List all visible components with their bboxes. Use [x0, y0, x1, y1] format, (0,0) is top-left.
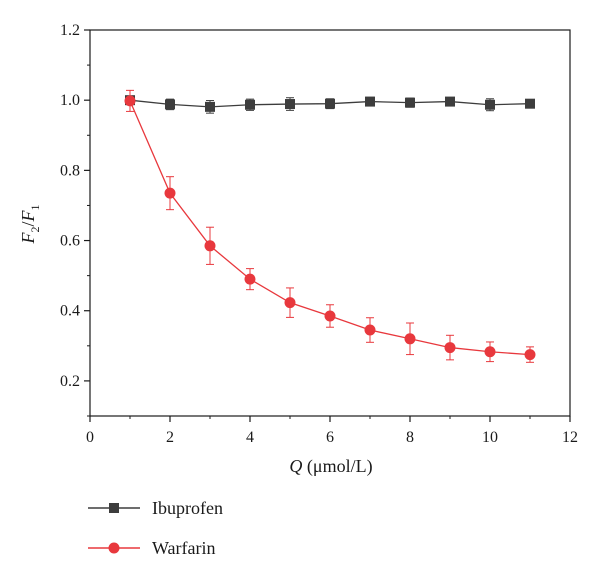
y-axis-title: F2/F1 — [18, 204, 42, 244]
legend-label-warfarin: Warfarin — [152, 537, 216, 558]
data-point-warfarin — [324, 310, 336, 322]
y-axis-title-num-sub: 2 — [28, 227, 42, 233]
data-point-warfarin — [204, 240, 216, 252]
y-tick-label: 1.0 — [60, 92, 80, 109]
legend-swatch-warfarin — [88, 542, 140, 554]
x-tick-label: 4 — [246, 429, 254, 446]
series-layer — [124, 89, 536, 363]
data-point-ibuprofen — [405, 97, 415, 108]
x-tick-label: 10 — [482, 429, 498, 446]
data-point-ibuprofen — [205, 101, 215, 112]
y-tick-label: 0.6 — [60, 233, 80, 250]
x-tick-label: 12 — [562, 429, 578, 446]
data-point-warfarin — [364, 324, 376, 336]
data-point-warfarin — [124, 95, 136, 107]
x-tick-label: 2 — [166, 429, 174, 446]
y-tick-label: 1.2 — [60, 22, 80, 39]
y-tick-label: 0.8 — [60, 162, 80, 179]
data-point-ibuprofen — [165, 99, 175, 110]
x-axis-title-var: Q — [289, 456, 302, 476]
x-axis-title: Q (μmol/L) — [289, 456, 372, 477]
x-tick-label: 0 — [86, 429, 94, 446]
data-point-warfarin — [484, 346, 496, 358]
y-tick-label: 0.4 — [60, 303, 80, 320]
x-tick-label: 6 — [326, 429, 334, 446]
data-point-ibuprofen — [445, 96, 455, 107]
data-point-warfarin — [524, 349, 536, 361]
data-point-ibuprofen — [485, 99, 495, 110]
data-point-ibuprofen — [245, 99, 255, 110]
legend-swatch-ibuprofen — [88, 503, 140, 513]
x-tick-label: 8 — [406, 429, 414, 446]
data-point-warfarin — [284, 297, 296, 309]
data-point-ibuprofen — [285, 99, 295, 110]
plot-frame — [89, 29, 571, 417]
y-axis-title-den: F — [18, 209, 38, 222]
data-point-ibuprofen — [365, 96, 375, 107]
series-warfarin — [124, 89, 536, 363]
legend-item-ibuprofen: Ibuprofen — [88, 488, 223, 528]
series-ibuprofen — [125, 95, 535, 114]
y-axis-title-num: F — [18, 232, 38, 245]
data-point-warfarin — [404, 333, 416, 345]
chart: 0 2 4 6 8 10 120.20.40.60.81.01.2 Q (μmol/L) F… — [18, 22, 578, 477]
axes: 0 2 4 6 8 10 12 0.2 0.4 0.6 0.8 1.0 1.2 — [60, 22, 578, 446]
data-point-ibuprofen — [325, 98, 335, 109]
data-point-warfarin — [164, 187, 176, 199]
data-point-warfarin — [244, 273, 256, 285]
legend: Ibuprofen Warfarin — [88, 488, 223, 568]
data-point-warfarin — [444, 342, 456, 354]
legend-label-ibuprofen: Ibuprofen — [152, 497, 223, 518]
y-axis-title-den-sub: 1 — [28, 204, 42, 210]
legend-item-warfarin: Warfarin — [88, 528, 223, 568]
y-tick-label: 0.2 — [60, 373, 80, 390]
x-axis-title-unit: (μmol/L) — [302, 456, 372, 477]
y-axis-title-sep: / — [18, 221, 38, 226]
data-point-ibuprofen — [525, 98, 535, 109]
